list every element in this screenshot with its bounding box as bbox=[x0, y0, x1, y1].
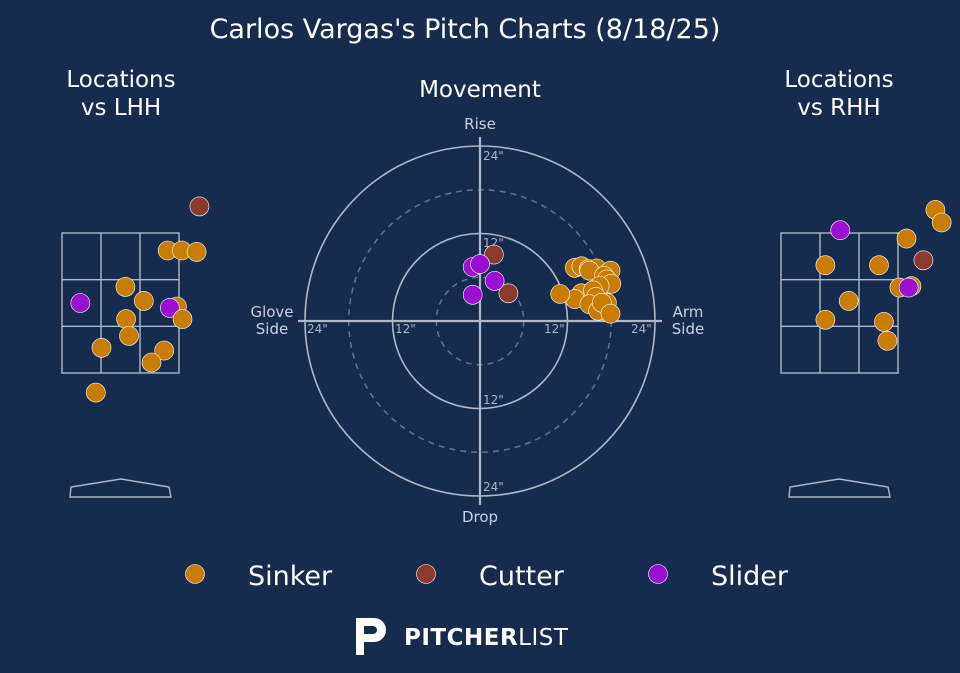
legend-swatch-sinker bbox=[185, 564, 205, 584]
home-plate-lhh bbox=[69, 478, 172, 498]
locations-lhh-title-line2: vs LHH bbox=[81, 95, 161, 121]
movement-pitch-slider-26 bbox=[462, 284, 483, 305]
locations-lhh-panel: Locations vs LHH bbox=[61, 67, 210, 498]
ring-label-left-24: 24" bbox=[307, 322, 328, 336]
ring-label-top-24: 24" bbox=[483, 149, 504, 163]
lhh-pitch-sinker-12 bbox=[119, 326, 139, 346]
rhh-pitch-cutter-5 bbox=[913, 250, 934, 271]
lhh-pitch-slider-7 bbox=[70, 293, 91, 313]
ring-label-bottom-24: 24" bbox=[483, 480, 504, 494]
rhh-pitch-sinker-6 bbox=[815, 255, 836, 276]
pitcherlist-logo: PITCHERLIST bbox=[356, 618, 569, 655]
chart-title: Carlos Vargas's Pitch Charts (8/18/25) bbox=[210, 14, 721, 45]
rhh-pitch-sinker-13 bbox=[874, 312, 894, 332]
ring-label-bottom-12: 12" bbox=[483, 393, 504, 407]
rhh-pitch-sinker-7 bbox=[869, 255, 889, 276]
movement-title: Movement bbox=[419, 77, 541, 103]
movement-pitch-slider-24 bbox=[470, 254, 490, 274]
legend-label-slider: Slider bbox=[711, 561, 789, 592]
pitches-movement bbox=[462, 244, 622, 324]
movement-pitch-cutter-21 bbox=[484, 244, 504, 265]
locations-rhh-title-line1: Locations bbox=[784, 67, 893, 93]
lhh-pitch-sinker-11 bbox=[116, 309, 136, 329]
logo-wordmark: PITCHERLIST bbox=[404, 625, 569, 651]
rhh-pitch-slider-10 bbox=[898, 277, 919, 298]
logo-light-text: LIST bbox=[518, 625, 569, 651]
locations-rhh-panel: Locations vs RHH bbox=[780, 67, 952, 498]
movement-pitch-cutter-22 bbox=[498, 283, 519, 304]
pitcherlist-p-icon bbox=[356, 618, 386, 655]
pitches-lhh bbox=[70, 196, 210, 403]
lhh-pitch-slider-9 bbox=[160, 298, 180, 318]
locations-rhh-title-line2: vs RHH bbox=[797, 95, 880, 121]
lhh-pitch-cutter-1 bbox=[189, 196, 210, 217]
lhh-pitch-sinker-10 bbox=[172, 309, 193, 329]
rhh-pitch-sinker-11 bbox=[838, 291, 859, 311]
arm-side-label-line2: Side bbox=[672, 320, 704, 338]
lhh-pitch-sinker-4 bbox=[186, 242, 207, 262]
logo-bold-text: PITCHER bbox=[404, 625, 518, 651]
legend-swatch-slider bbox=[648, 564, 668, 584]
rhh-pitch-sinker-4 bbox=[896, 228, 917, 249]
lhh-pitch-sinker-14 bbox=[154, 340, 174, 361]
legend: Sinker Cutter Slider bbox=[185, 561, 789, 592]
lhh-pitch-sinker-5 bbox=[115, 277, 136, 297]
rhh-pitch-sinker-12 bbox=[815, 309, 836, 330]
rhh-pitch-slider-3 bbox=[830, 220, 851, 240]
ring-label-left-12: 12" bbox=[395, 322, 416, 336]
movement-panel: Movement Rise Drop Glove Side Arm Side 2… bbox=[250, 77, 704, 526]
legend-item-sinker: Sinker bbox=[185, 561, 333, 592]
movement-pitch-sinker-19 bbox=[600, 303, 621, 324]
glove-side-label-line1: Glove bbox=[250, 303, 293, 321]
ring-label-right-12: 12" bbox=[544, 322, 565, 336]
ring-label-right-24: 24" bbox=[631, 322, 652, 336]
lhh-pitch-sinker-13 bbox=[91, 337, 112, 358]
lhh-pitch-sinker-16 bbox=[86, 382, 106, 403]
locations-lhh-title-line1: Locations bbox=[66, 67, 175, 93]
rise-label: Rise bbox=[464, 115, 496, 133]
legend-swatch-cutter bbox=[416, 564, 436, 584]
movement-pitch-sinker-20 bbox=[550, 284, 571, 304]
rhh-pitch-sinker-2 bbox=[931, 212, 952, 233]
legend-label-sinker: Sinker bbox=[248, 561, 333, 592]
lhh-pitch-sinker-6 bbox=[134, 291, 154, 311]
legend-item-slider: Slider bbox=[648, 561, 789, 592]
movement-pitch-slider-25 bbox=[484, 271, 505, 291]
drop-label: Drop bbox=[462, 508, 498, 526]
rhh-pitch-sinker-14 bbox=[877, 330, 898, 351]
lhh-pitch-sinker-15 bbox=[141, 352, 162, 373]
arm-side-label-line1: Arm bbox=[673, 303, 704, 321]
legend-item-cutter: Cutter bbox=[416, 561, 565, 592]
legend-label-cutter: Cutter bbox=[479, 561, 565, 592]
pitches-rhh bbox=[815, 200, 952, 351]
glove-side-label-line2: Side bbox=[256, 320, 288, 338]
home-plate-rhh bbox=[788, 478, 891, 498]
